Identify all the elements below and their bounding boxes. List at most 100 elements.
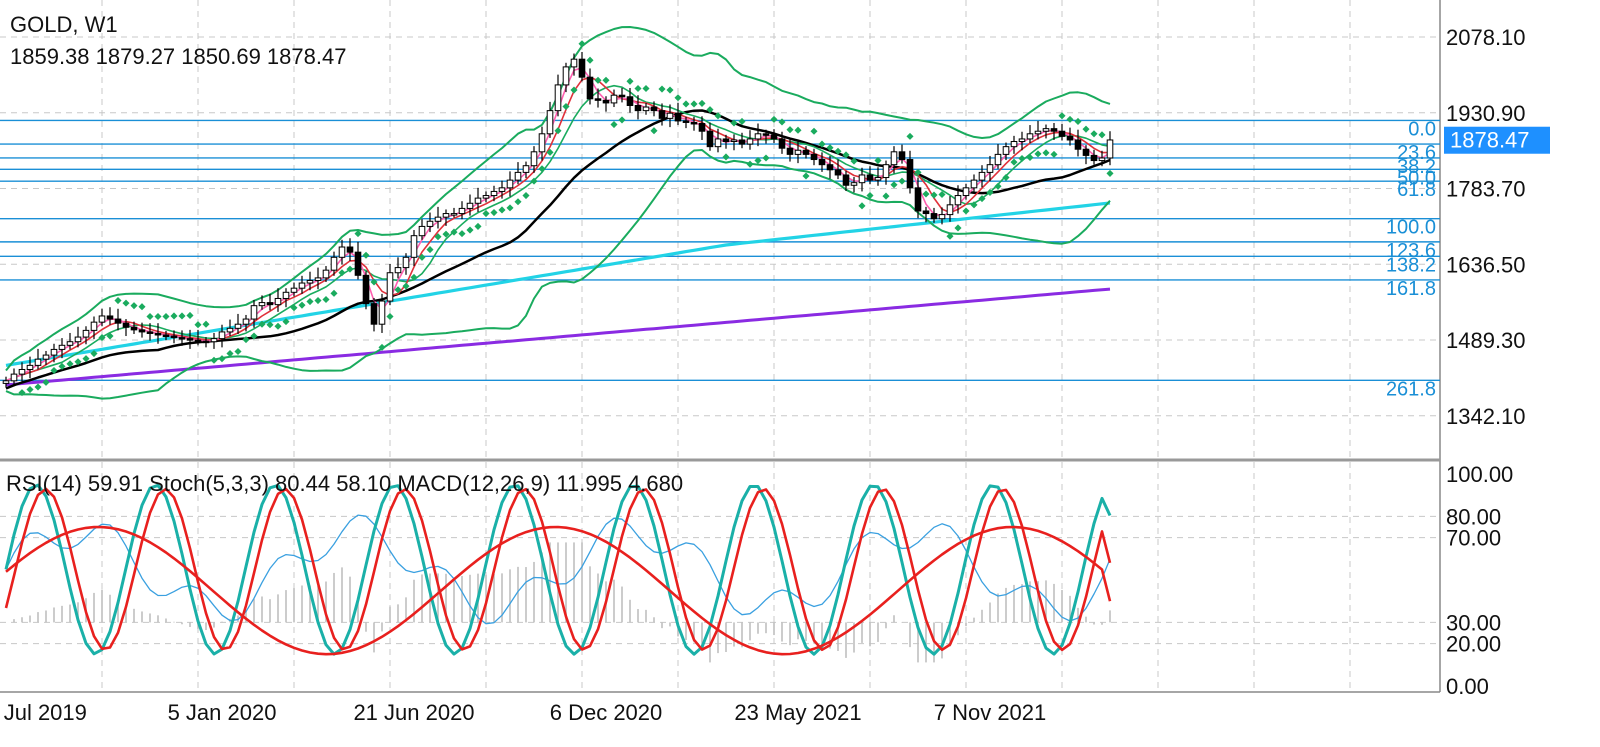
candle-body (426, 220, 434, 227)
price-tick-label: 2078.10 (1446, 25, 1526, 50)
sar-dot (690, 100, 698, 108)
candle-body (650, 106, 658, 112)
last-price-label: 1878.47 (1450, 128, 1530, 153)
candle-body (610, 94, 618, 104)
sar-dot (98, 334, 106, 342)
candle-body (194, 339, 202, 343)
candle-body (338, 246, 346, 258)
candle-body (514, 171, 522, 181)
sar-dot (578, 40, 586, 48)
indicator-tick-label: 20.00 (1446, 632, 1501, 657)
sar-dot (602, 76, 610, 84)
candle-body (274, 297, 282, 306)
candle-body (922, 210, 930, 215)
candle-body (674, 112, 682, 122)
candle-body (850, 182, 858, 186)
candle-body (538, 133, 546, 153)
sar-dot (90, 349, 98, 358)
time-axis: 21 Jul 2019 5 Jan 2020 21 Jun 2020 6 Dec 20… (0, 700, 1046, 725)
price-tick-label: 1930.90 (1446, 101, 1526, 126)
candle-body (410, 235, 418, 258)
sar-dot (994, 182, 1002, 190)
candle-body (282, 291, 290, 299)
sar-dot (458, 230, 466, 238)
candle-body (1018, 138, 1026, 143)
candle-body (154, 332, 162, 336)
candle-body (730, 139, 738, 143)
candle-body (554, 84, 562, 112)
price-tick-label: 1489.30 (1446, 328, 1526, 353)
candle-body (226, 327, 234, 333)
candle-body (346, 246, 354, 253)
candle-body (706, 130, 714, 148)
sar-dot (570, 86, 578, 94)
sar-dot (530, 177, 538, 185)
sar-dot (970, 201, 978, 209)
candle-body (866, 174, 874, 181)
candle-body (834, 169, 842, 176)
sar-dot (282, 318, 290, 326)
indicator-panel (4, 483, 1112, 663)
sar-dot (818, 140, 826, 148)
candle-body (714, 138, 722, 148)
candle-body (218, 331, 226, 340)
sar-dot (114, 296, 122, 305)
sar-dot (610, 120, 618, 129)
candle-body (26, 364, 34, 370)
sar-dot (802, 172, 810, 180)
candle-body (618, 94, 626, 98)
candle-body (138, 329, 146, 333)
sar-dot (370, 278, 378, 286)
candle-body (306, 279, 314, 284)
sar-dot (378, 343, 386, 351)
indicator-tick-label: 70.00 (1446, 526, 1501, 551)
candle-body (482, 195, 490, 199)
fib-level-label: 100.0 (1386, 217, 1436, 239)
sar-dot (234, 347, 242, 356)
candle-body (490, 190, 498, 197)
candle-body (162, 334, 170, 338)
fib-level-label: 0.0 (1408, 118, 1436, 140)
sar-dot (466, 226, 474, 234)
sar-dot (146, 312, 154, 321)
candle-body (842, 174, 850, 186)
sar-dot (274, 322, 282, 330)
sar-dot (298, 301, 306, 309)
candle-body (522, 165, 530, 173)
candle-body (946, 204, 954, 216)
candle-body (146, 331, 154, 334)
sar-dot (682, 100, 690, 108)
sar-dot (938, 190, 946, 199)
candle-body (442, 213, 450, 218)
sar-dot (866, 192, 874, 200)
candle-body (810, 153, 818, 161)
sar-dot (218, 355, 226, 363)
candle-body (1050, 128, 1058, 132)
sar-dot (306, 298, 314, 306)
sar-dot (434, 233, 442, 241)
candle-body (690, 121, 698, 125)
candle-body (242, 318, 250, 325)
candle-body (2, 380, 10, 384)
price-tick-label: 1342.10 (1446, 404, 1526, 429)
sar-dot (874, 157, 882, 165)
sar-dot (770, 115, 778, 123)
candle-body (1082, 148, 1090, 156)
fib-level-label: 138.2 (1386, 254, 1436, 276)
candle-body (250, 305, 258, 320)
sar-dot (698, 99, 706, 107)
sar-dot (266, 321, 274, 329)
time-tick-label: 7 Nov 2021 (934, 700, 1047, 725)
time-tick-label: 21 Jun 2020 (353, 700, 474, 725)
sar-dot (338, 269, 346, 277)
sar-dot (290, 304, 298, 312)
candle-body (562, 66, 570, 86)
sar-dot (410, 273, 418, 281)
sar-dot (762, 154, 770, 162)
sar-dot (330, 289, 338, 297)
sar-dot (746, 160, 754, 168)
candle-body (418, 225, 426, 237)
sar-dot (954, 224, 962, 232)
